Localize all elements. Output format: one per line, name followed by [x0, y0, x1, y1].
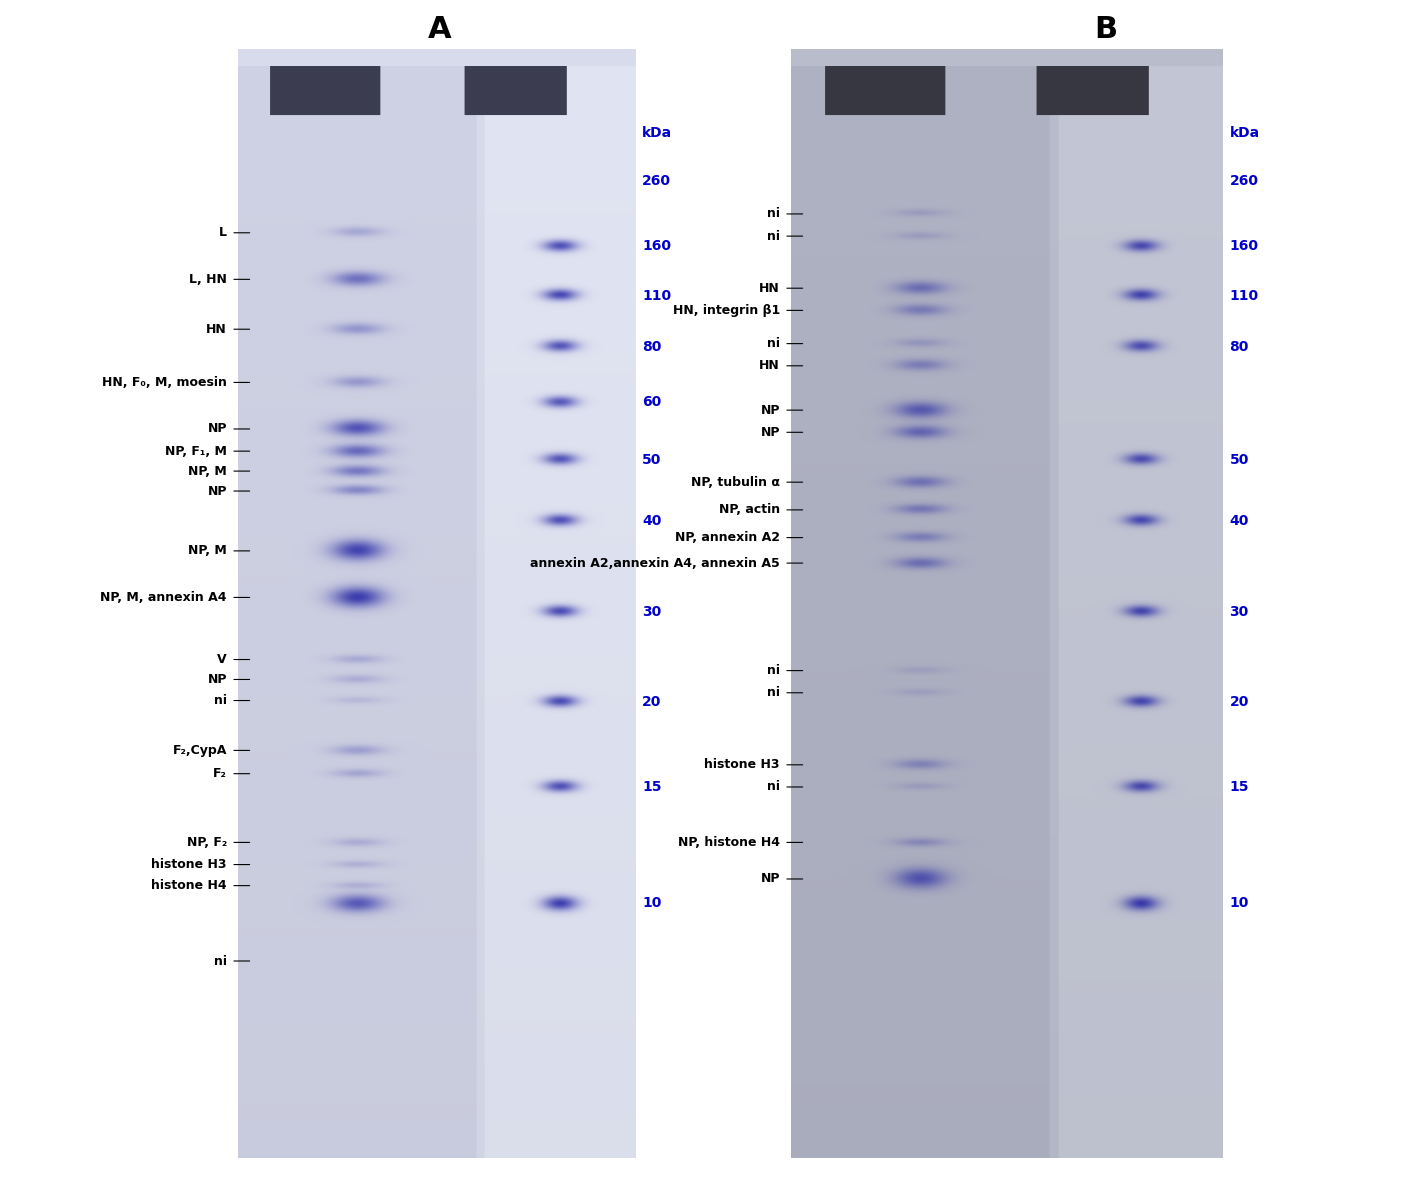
Text: F₂,CypA: F₂,CypA — [173, 744, 227, 757]
Text: 40: 40 — [1229, 514, 1249, 527]
Text: 15: 15 — [642, 781, 662, 794]
Text: kDa: kDa — [1229, 126, 1259, 140]
Text: NP: NP — [760, 872, 780, 885]
Text: NP: NP — [207, 672, 227, 685]
Text: 80: 80 — [642, 340, 662, 354]
Text: 10: 10 — [642, 897, 662, 910]
Text: NP, actin: NP, actin — [719, 504, 780, 517]
Text: histone H3: histone H3 — [152, 858, 227, 871]
Text: 30: 30 — [642, 605, 662, 619]
Text: L: L — [218, 226, 227, 239]
Text: NP: NP — [207, 485, 227, 498]
Text: annexin A2,annexin A4, annexin A5: annexin A2,annexin A4, annexin A5 — [530, 557, 780, 569]
Text: ni: ni — [767, 781, 780, 794]
Text: NP, M: NP, M — [189, 465, 227, 478]
Text: NP, annexin A2: NP, annexin A2 — [675, 531, 780, 544]
Text: 50: 50 — [1229, 453, 1249, 467]
Text: ni: ni — [767, 229, 780, 242]
Text: NP: NP — [207, 423, 227, 436]
Text: 15: 15 — [1229, 781, 1249, 794]
Text: NP, M: NP, M — [189, 544, 227, 557]
Text: 110: 110 — [1229, 289, 1259, 303]
Text: A: A — [428, 15, 451, 44]
Text: ni: ni — [767, 664, 780, 677]
Text: 20: 20 — [1229, 695, 1249, 708]
Text: HN: HN — [759, 282, 780, 295]
Text: NP: NP — [760, 425, 780, 438]
Text: kDa: kDa — [642, 126, 672, 140]
Text: NP, tubulin α: NP, tubulin α — [691, 475, 780, 488]
Text: ni: ni — [214, 694, 227, 707]
Text: HN: HN — [206, 323, 227, 336]
Text: ni: ni — [767, 337, 780, 350]
Text: F₂: F₂ — [213, 767, 227, 781]
Text: histone H4: histone H4 — [152, 879, 227, 892]
Text: 50: 50 — [642, 453, 662, 467]
Text: 160: 160 — [642, 239, 671, 253]
Text: 30: 30 — [1229, 605, 1249, 619]
Text: 20: 20 — [642, 695, 662, 708]
Text: L, HN: L, HN — [189, 273, 227, 286]
Text: NP: NP — [760, 404, 780, 417]
Text: HN, integrin β1: HN, integrin β1 — [672, 304, 780, 317]
Text: B: B — [1095, 15, 1117, 44]
Text: NP, histone H4: NP, histone H4 — [678, 836, 780, 849]
Text: 60: 60 — [642, 396, 662, 410]
Text: 260: 260 — [1229, 173, 1258, 188]
Text: 260: 260 — [642, 173, 671, 188]
Text: HN, F₀, M, moesin: HN, F₀, M, moesin — [102, 375, 227, 388]
Text: ni: ni — [214, 954, 227, 967]
Text: 110: 110 — [642, 289, 672, 303]
Text: NP, M, annexin A4: NP, M, annexin A4 — [101, 590, 227, 604]
Text: NP, F₂: NP, F₂ — [187, 836, 227, 849]
Text: ni: ni — [767, 687, 780, 700]
Text: 160: 160 — [1229, 239, 1258, 253]
Text: V: V — [217, 653, 227, 666]
Text: 40: 40 — [642, 514, 662, 527]
Text: 80: 80 — [1229, 340, 1249, 354]
Text: NP, F₁, M: NP, F₁, M — [164, 444, 227, 457]
Text: HN: HN — [759, 359, 780, 372]
Text: 10: 10 — [1229, 897, 1249, 910]
Text: ni: ni — [767, 208, 780, 221]
Text: histone H3: histone H3 — [705, 758, 780, 771]
